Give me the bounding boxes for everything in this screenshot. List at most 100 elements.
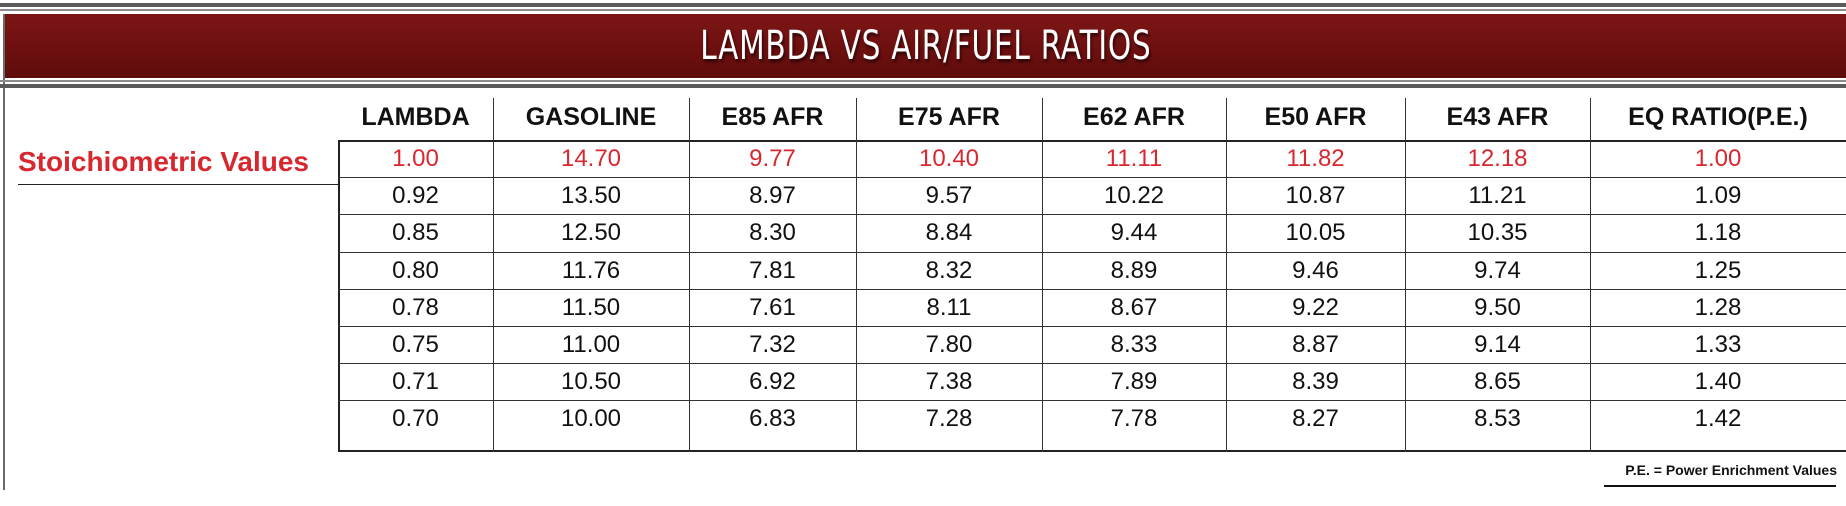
- table-cell: 1.42: [1694, 404, 1742, 432]
- footnote: P.E. = Power Enrichment Values: [1625, 462, 1837, 478]
- table-cell: 7.81: [749, 256, 796, 284]
- column-separator: [1042, 140, 1043, 452]
- stoichiometric-cell: 10.40: [918, 144, 980, 172]
- column-separator: [856, 140, 857, 452]
- table-cell: 7.78: [1110, 404, 1158, 432]
- top-rule: [0, 3, 1846, 7]
- table-cell: 9.57: [925, 181, 973, 209]
- table-cell: 11.00: [561, 330, 621, 358]
- table-cell: 1.09: [1694, 181, 1742, 209]
- column-separator: [689, 140, 690, 452]
- column-separator: [1405, 140, 1406, 452]
- table-cell: 0.70: [392, 404, 439, 432]
- table-cell: 7.32: [749, 330, 796, 358]
- stoichiometric-cell: 9.77: [749, 144, 796, 172]
- table-cell: 8.11: [926, 293, 972, 321]
- table-cell: 1.28: [1694, 293, 1742, 321]
- row-separator: [338, 363, 1846, 364]
- table-cell: 9.46: [1292, 256, 1339, 284]
- table-cell: 0.78: [392, 293, 439, 321]
- table-cell: 10.00: [560, 404, 622, 432]
- table-cell: 8.97: [749, 181, 796, 209]
- row-separator: [338, 326, 1846, 327]
- table-cell: 8.27: [1292, 404, 1339, 432]
- table-cell: 1.33: [1694, 330, 1742, 358]
- column-header: EQ RATIO(P.E.): [1628, 102, 1808, 131]
- header-separator: [689, 98, 690, 140]
- header-separator: [1590, 98, 1591, 140]
- table-cell: 7.61: [749, 293, 796, 321]
- top-rule-thin: [0, 9, 1846, 11]
- table-cell: 8.39: [1292, 367, 1339, 395]
- column-header: E50 AFR: [1264, 102, 1367, 131]
- table-cell: 9.22: [1292, 293, 1339, 321]
- table-cell: 12.50: [560, 218, 622, 246]
- column-separator: [1590, 140, 1591, 452]
- table-cell: 9.50: [1474, 293, 1521, 321]
- stoichiometric-cell: 1.00: [392, 144, 439, 172]
- row-separator: [338, 400, 1846, 401]
- header-separator: [493, 98, 494, 140]
- stoichiometric-label: Stoichiometric Values: [18, 146, 309, 177]
- table-cell: 1.18: [1694, 218, 1742, 246]
- footnote-underline: [1604, 485, 1836, 487]
- row-separator: [338, 177, 1846, 178]
- column-header: E62 AFR: [1083, 102, 1185, 131]
- table-body-border: [338, 140, 1846, 452]
- row-separator: [338, 252, 1846, 253]
- table-cell: 10.50: [560, 367, 622, 395]
- title-banner: LAMBDA VS AIR/FUEL RATIOS: [5, 14, 1846, 78]
- table-cell: 1.40: [1694, 367, 1742, 395]
- table-cell: 11.21: [1468, 181, 1527, 209]
- header-separator: [1042, 98, 1043, 140]
- table-cell: 8.84: [925, 218, 973, 246]
- table-cell: 10.35: [1467, 218, 1528, 246]
- column-separator: [1226, 140, 1227, 452]
- column-separator: [493, 140, 494, 452]
- page-title: LAMBDA VS AIR/FUEL RATIOS: [699, 23, 1152, 69]
- header-separator: [856, 98, 857, 140]
- column-header: E43 AFR: [1446, 102, 1549, 131]
- table-cell: 13.50: [560, 181, 622, 209]
- table-cell: 10.87: [1285, 181, 1346, 209]
- stoichiometric-cell: 14.70: [560, 144, 622, 172]
- table-cell: 9.44: [1110, 218, 1158, 246]
- table-cell: 8.33: [1110, 330, 1158, 358]
- column-header: GASOLINE: [525, 102, 657, 131]
- header-separator: [1226, 98, 1227, 140]
- table-cell: 8.32: [925, 256, 973, 284]
- table-cell: 6.92: [749, 367, 796, 395]
- column-header: E75 AFR: [898, 102, 1000, 131]
- stoichiometric-cell: 12.18: [1467, 144, 1528, 172]
- table-cell: 1.25: [1694, 256, 1742, 284]
- table-cell: 8.89: [1110, 256, 1158, 284]
- table-cell: 7.89: [1110, 367, 1158, 395]
- table-cell: 7.28: [925, 404, 973, 432]
- column-header: E85 AFR: [721, 102, 824, 131]
- table-cell: 9.14: [1474, 330, 1521, 358]
- stoichiometric-label-underline: [18, 184, 338, 185]
- stoichiometric-cell: 11.11: [1105, 144, 1163, 172]
- table-cell: 10.05: [1285, 218, 1346, 246]
- table-cell: 10.22: [1103, 181, 1165, 209]
- table-cell: 0.75: [392, 330, 439, 358]
- header-separator: [1405, 98, 1406, 140]
- row-separator: [338, 214, 1846, 215]
- table-cell: 11.76: [561, 256, 621, 284]
- title-underline-thin: [0, 80, 1846, 82]
- table-cell: 0.80: [392, 256, 439, 284]
- table-cell: 0.71: [392, 367, 439, 395]
- stoichiometric-cell: 1.00: [1694, 144, 1742, 172]
- table-cell: 0.85: [392, 218, 439, 246]
- table-cell: 11.50: [561, 293, 621, 321]
- table-cell: 9.74: [1474, 256, 1521, 284]
- column-header: LAMBDA: [361, 102, 470, 131]
- title-underline: [0, 84, 1846, 88]
- table-cell: 0.92: [392, 181, 439, 209]
- table-cell: 8.67: [1110, 293, 1158, 321]
- table-cell: 6.83: [749, 404, 796, 432]
- table-cell: 8.53: [1474, 404, 1521, 432]
- table-cell: 7.80: [925, 330, 973, 358]
- stoichiometric-cell: 11.82: [1286, 144, 1345, 172]
- table-cell: 8.65: [1474, 367, 1521, 395]
